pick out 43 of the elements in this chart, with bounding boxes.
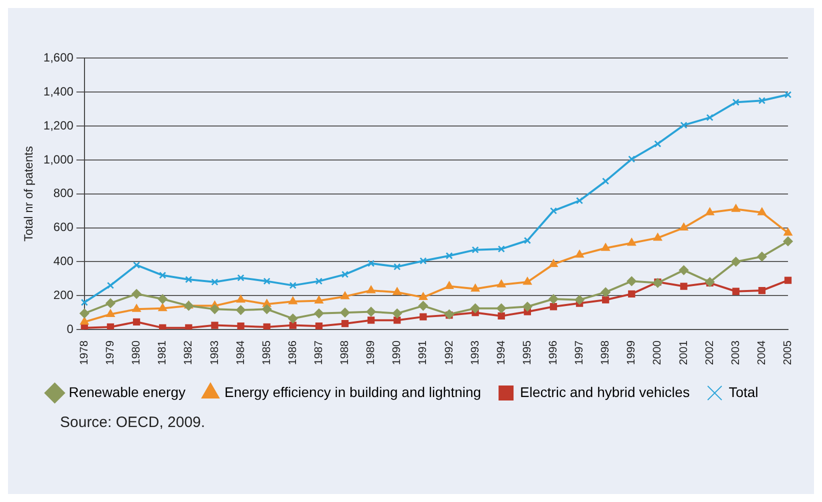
legend-label: Renewable energy xyxy=(68,384,186,400)
x-tick-label: 1982 xyxy=(182,340,195,366)
x-tick-label: 1983 xyxy=(208,340,221,366)
x-tick-label: 1993 xyxy=(469,340,482,366)
x-tick-label: 1992 xyxy=(443,340,456,366)
x-tick-label: 1979 xyxy=(104,340,117,366)
x-tick-label: 2004 xyxy=(756,340,768,366)
x-tick-label: 1994 xyxy=(495,340,508,366)
legend-label: Electric and hybrid vehicles xyxy=(520,384,690,400)
y-tick-label: 400 xyxy=(53,254,74,268)
x-tick-label: 1996 xyxy=(548,340,560,366)
x-tick-label: 1997 xyxy=(574,340,586,366)
legend-label: Energy efficiency in building and lightning xyxy=(224,384,482,400)
x-tick-label: 1988 xyxy=(339,340,352,366)
x-tick-label: 1981 xyxy=(156,340,169,366)
x-tick-label: 2005 xyxy=(782,340,794,366)
y-tick-label: 1,600 xyxy=(43,50,74,65)
x-tick-label: 1984 xyxy=(234,340,247,366)
x-tick-label: 1987 xyxy=(312,340,325,366)
legend-label: Total xyxy=(728,384,758,400)
y-axis-title: Total nr of patents xyxy=(22,146,36,242)
y-tick-label: 1,400 xyxy=(43,84,74,98)
x-tick-label: 1985 xyxy=(260,340,273,366)
x-tick-label: 1980 xyxy=(130,340,143,366)
y-tick-label: 200 xyxy=(53,288,74,302)
x-tick-label: 1990 xyxy=(391,340,404,366)
x-tick-label: 1991 xyxy=(417,340,430,366)
x-tick-label: 1999 xyxy=(626,340,638,366)
y-tick-label: 1,200 xyxy=(43,118,74,132)
source-note: Source: OECD, 2009. xyxy=(60,414,206,431)
y-tick-label: 0 xyxy=(66,322,74,336)
y-tick-label: 600 xyxy=(53,220,74,234)
x-tick-label: 1989 xyxy=(365,340,378,366)
x-tick-label: 2003 xyxy=(730,340,742,366)
x-tick-label: 1995 xyxy=(521,340,534,366)
x-tick-label: 1986 xyxy=(286,340,299,366)
x-tick-label: 2001 xyxy=(678,340,690,366)
x-tick-label: 2002 xyxy=(704,340,716,366)
x-tick-label: 1998 xyxy=(600,340,612,366)
y-tick-label: 800 xyxy=(53,186,74,200)
x-tick-label: 1978 xyxy=(78,340,90,366)
y-tick-label: 1,000 xyxy=(43,152,74,166)
x-tick-label: 2000 xyxy=(652,340,664,366)
